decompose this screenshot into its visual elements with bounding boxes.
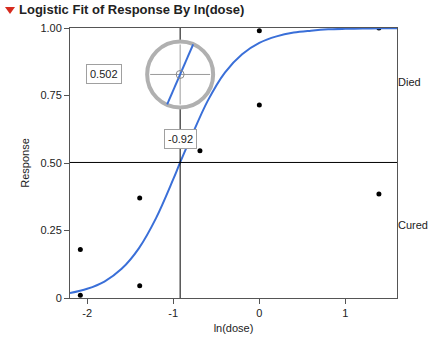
svg-text:-2: -2 xyxy=(82,307,92,319)
svg-text:0: 0 xyxy=(256,307,262,319)
svg-text:ln(dose): ln(dose) xyxy=(214,322,254,334)
svg-text:1: 1 xyxy=(342,307,348,319)
svg-text:1.00: 1.00 xyxy=(40,22,61,34)
svg-text:0.50: 0.50 xyxy=(40,157,61,169)
svg-text:0.75: 0.75 xyxy=(40,89,61,101)
svg-text:-1: -1 xyxy=(168,307,178,319)
svg-text:0.25: 0.25 xyxy=(40,224,61,236)
svg-text:Cured: Cured xyxy=(398,219,428,231)
svg-text:0.502: 0.502 xyxy=(90,68,118,80)
svg-text:Response: Response xyxy=(19,138,31,188)
svg-text:0: 0 xyxy=(56,292,62,304)
svg-text:-0.92: -0.92 xyxy=(168,133,193,145)
html-text:Logistic Fit of Response By ln: Logistic Fit of Response By ln(dose) xyxy=(19,2,245,17)
svg-text:Died: Died xyxy=(398,76,421,88)
